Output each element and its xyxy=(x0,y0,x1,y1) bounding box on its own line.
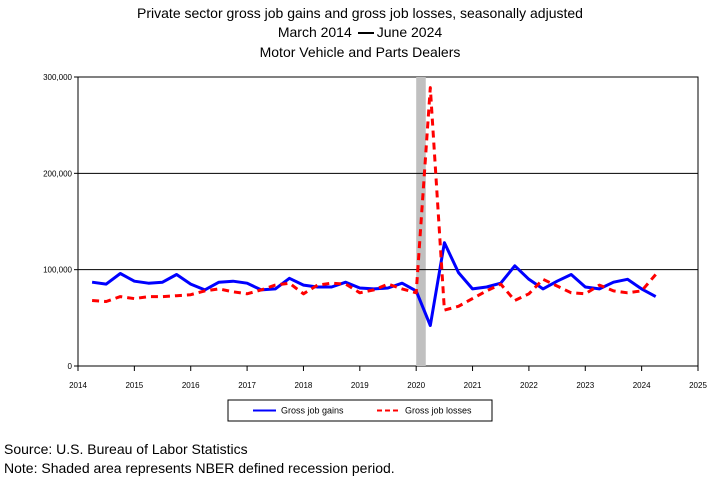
y-tick-label: 0 xyxy=(68,362,73,371)
x-tick-label: 2025 xyxy=(689,381,707,390)
series-gains-line xyxy=(91,241,657,327)
chart-title: Private sector gross job gains and gross… xyxy=(137,5,583,21)
legend-label-gains: Gross job gains xyxy=(281,406,344,416)
subtitle-dash xyxy=(357,32,374,35)
y-tick-label: 100,000 xyxy=(43,266,72,275)
x-tick-label: 2019 xyxy=(351,381,369,390)
x-tick-label: 2018 xyxy=(295,381,313,390)
series-layer xyxy=(91,86,657,327)
subtitle-start: March 2014 xyxy=(277,24,352,40)
series-losses-line xyxy=(91,86,657,312)
x-tick-label: 2023 xyxy=(576,381,594,390)
y-tick-label: 300,000 xyxy=(43,73,72,82)
x-tick-label: 2016 xyxy=(182,381,200,390)
plot-area xyxy=(77,76,699,367)
y-tick-label: 200,000 xyxy=(43,169,72,178)
legend: Gross job gains Gross job losses xyxy=(227,399,493,422)
x-tick-label: 2022 xyxy=(520,381,538,390)
legend-label-losses: Gross job losses xyxy=(405,406,472,416)
x-tick-label: 2024 xyxy=(633,381,651,390)
source-note: Source: U.S. Bureau of Labor Statistics xyxy=(4,441,248,457)
axis-layer: 0 100,000 200,000 300,000 2014 2015 2016 2017 20… xyxy=(43,73,707,390)
x-tick-label: 2014 xyxy=(69,381,87,390)
x-tick-label: 2015 xyxy=(125,381,143,390)
x-tick-label: 2020 xyxy=(407,381,425,390)
legend-box xyxy=(227,399,493,422)
industry-title: Motor Vehicle and Parts Dealers xyxy=(259,44,461,60)
x-tick-label: 2021 xyxy=(464,381,482,390)
chart-subtitle: March 2014 June 2024 xyxy=(0,24,720,40)
line-chart: 0 100,000 200,000 300,000 2014 2015 2016 2017 20… xyxy=(43,73,707,422)
recession-note: Note: Shaded area represents NBER define… xyxy=(4,460,395,476)
gridline-layer xyxy=(78,172,698,271)
subtitle-end: June 2024 xyxy=(376,24,443,40)
x-tick-label: 2017 xyxy=(238,381,256,390)
